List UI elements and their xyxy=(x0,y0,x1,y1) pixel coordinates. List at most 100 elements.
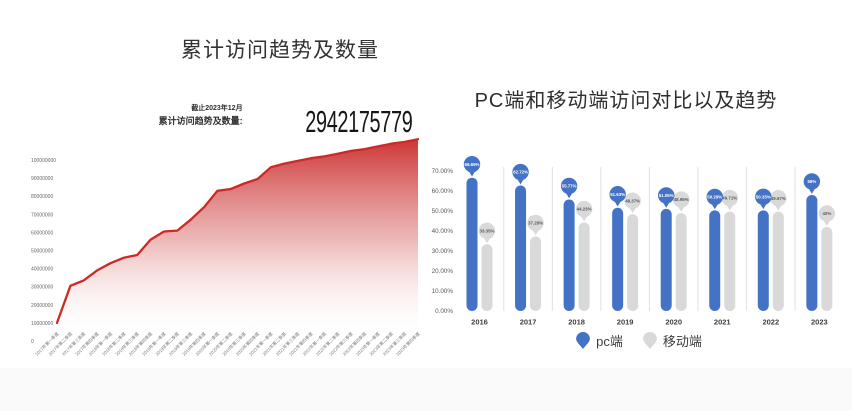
bar-ytick: 0.00% xyxy=(435,308,453,315)
area-ytick: 60000000 xyxy=(31,230,53,236)
balloon-pc-2017-value: 62.72% xyxy=(513,170,528,175)
year-label-2018: 2018 xyxy=(568,318,585,327)
balloon-mobile-2021-value: 49.71% xyxy=(722,196,737,201)
area-ytick: 30000000 xyxy=(31,285,53,291)
balloon-mobile-2022 xyxy=(770,189,787,207)
balloon-mobile-2021 xyxy=(721,189,738,207)
balloon-mobile-2018-value: 44.23% xyxy=(577,207,592,212)
balloon-pc-2019 xyxy=(609,186,626,203)
area-line xyxy=(55,138,420,325)
year-label-2019: 2019 xyxy=(617,318,634,327)
bar-pc-2017 xyxy=(515,185,527,311)
bar-mobile-2022 xyxy=(772,211,784,311)
bar-mobile-2019 xyxy=(627,214,639,311)
pc-mobile-title: PC端和移动端访问对比以及趋势 xyxy=(474,90,778,112)
area-ytick: 90000000 xyxy=(31,176,53,182)
balloon-pc-2018 xyxy=(560,177,578,195)
balloon-pc-2016 xyxy=(463,156,481,173)
balloon-pc-2017 xyxy=(512,163,529,181)
legend-label-mobile: 移动端 xyxy=(662,334,702,349)
cumulative-callout: 截止2023年12月 累计访问趋势及数量: 2942175779 xyxy=(158,103,413,137)
bar-mobile-2020 xyxy=(675,213,687,311)
balloon-pc-2022-tail xyxy=(759,203,767,210)
pc-drop-icon xyxy=(576,332,591,349)
bar-pc-2020 xyxy=(660,208,672,311)
balloon-pc-2021-tail xyxy=(711,203,719,210)
area-ytick: 0 xyxy=(31,339,34,345)
bar-pc-2016 xyxy=(466,177,478,311)
balloon-mobile-2016 xyxy=(478,222,496,239)
bar-mobile-2023 xyxy=(821,227,833,311)
bar-ytick: 10.00% xyxy=(432,288,454,295)
balloon-mobile-2023-tail xyxy=(823,220,831,226)
area-ytick: 40000000 xyxy=(31,267,53,273)
area-ytick: 50000000 xyxy=(31,249,53,255)
bar-ytick: 20.00% xyxy=(432,268,454,275)
balloon-mobile-2018 xyxy=(575,200,593,218)
balloon-pc-2022-value: 50.33% xyxy=(756,194,771,199)
bar-pc-2018 xyxy=(563,199,575,311)
balloon-mobile-2023-value: 42% xyxy=(822,211,831,216)
balloon-mobile-2022-tail xyxy=(774,204,782,211)
year-label-2023: 2023 xyxy=(811,318,828,327)
bar-pc-2022 xyxy=(757,210,769,311)
balloon-pc-2020-value: 51.05% xyxy=(659,193,674,198)
balloon-mobile-2016-value: 33.35% xyxy=(480,228,495,233)
callout-date-note: 截止2023年12月 xyxy=(191,105,243,112)
balloon-mobile-2020 xyxy=(673,191,690,208)
bar-ytick: 60.00% xyxy=(432,188,454,195)
bar-ytick: 50.00% xyxy=(432,208,454,215)
balloon-mobile-2019 xyxy=(624,192,641,209)
cumulative-panel: 0 10000000 20000000 30000000 40000000 5000000… xyxy=(31,39,422,357)
legend-label-pc: pc端 xyxy=(596,334,623,349)
legend-item-mobile: 移动端 xyxy=(642,331,702,350)
balloon-pc-2021 xyxy=(706,188,723,206)
year-label-2021: 2021 xyxy=(714,318,731,327)
balloon-pc-2017-tail xyxy=(517,178,524,185)
area-ytick: 10000000 xyxy=(31,321,53,327)
chart-legend: pc端 移动端 xyxy=(426,331,852,350)
balloon-pc-2019-value: 51.63% xyxy=(610,192,625,197)
bar-mobile-2016 xyxy=(481,244,493,311)
balloon-pc-2020 xyxy=(658,187,675,204)
balloon-pc-2020-tail xyxy=(662,202,670,208)
callout-metric-label: 累计访问趋势及数量: xyxy=(158,116,243,126)
area-ytick: 20000000 xyxy=(31,303,53,309)
cumulative-area-chart: 0 10000000 20000000 30000000 40000000 5000000… xyxy=(31,138,422,357)
bar-ytick: 70.00% xyxy=(432,168,454,175)
balloon-pc-2019-tail xyxy=(614,200,622,207)
balloon-pc-2016-tail xyxy=(468,170,476,177)
bar-pc-2021 xyxy=(709,210,721,311)
bar-mobile-2021 xyxy=(724,211,736,311)
callout-metric-value: 2942175779 xyxy=(304,103,412,139)
balloon-pc-2023 xyxy=(803,173,821,190)
bar-mobile-2018 xyxy=(578,222,590,311)
balloon-pc-2021-value: 50.29% xyxy=(707,195,722,200)
mobile-drop-icon xyxy=(642,332,657,349)
balloon-pc-2023-value: 58% xyxy=(807,179,816,184)
balloon-pc-2018-tail xyxy=(565,192,573,199)
balloon-mobile-2021-tail xyxy=(726,204,734,211)
bar-ytick: 40.00% xyxy=(432,228,454,235)
balloon-mobile-2018-tail xyxy=(580,215,588,222)
balloon-mobile-2017 xyxy=(527,214,544,232)
balloon-pc-2016-value: 66.65% xyxy=(465,162,480,167)
balloon-mobile-2019-tail xyxy=(629,207,637,214)
area-fill xyxy=(57,139,418,341)
balloon-pc-2023-tail xyxy=(808,188,816,194)
bottom-band xyxy=(0,368,852,411)
bar-ytick: 30.00% xyxy=(432,248,454,255)
balloon-mobile-2017-tail xyxy=(532,229,539,236)
balloon-mobile-2023 xyxy=(818,205,836,222)
balloon-pc-2018-value: 55.77% xyxy=(562,184,577,189)
balloon-mobile-2020-value: 48.95% xyxy=(674,197,689,202)
bar-mobile-2017 xyxy=(530,236,542,311)
year-label-2020: 2020 xyxy=(665,318,682,327)
cumulative-title: 累计访问趋势及数量 xyxy=(181,39,379,62)
area-ytick: 80000000 xyxy=(31,194,53,200)
legend-item-pc: pc端 xyxy=(576,331,623,350)
bar-pc-2019 xyxy=(612,207,624,311)
balloon-mobile-2020-tail xyxy=(677,206,685,212)
pc-mobile-panel: 0.00% 10.00% 20.00% 30.00% 40.00% 50.00% 60.00… xyxy=(426,0,852,411)
